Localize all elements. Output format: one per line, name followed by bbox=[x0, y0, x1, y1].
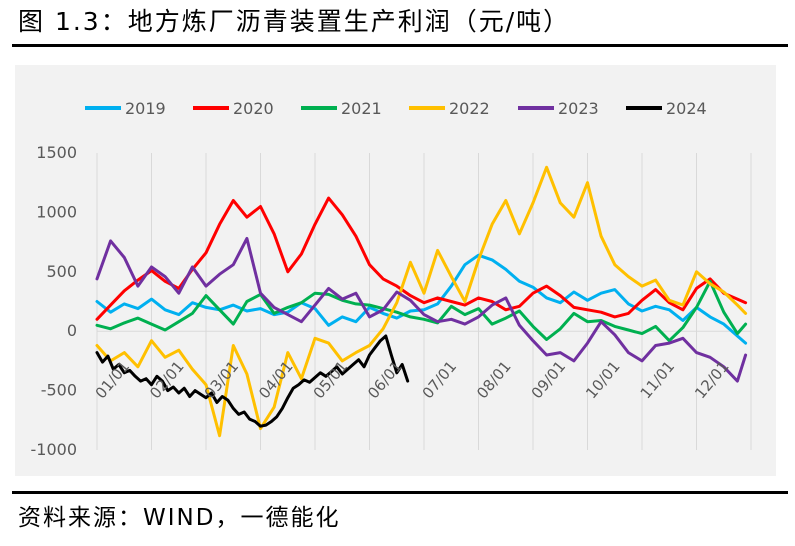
legend-label-2022: 2022 bbox=[449, 99, 490, 118]
y-axis-ticks: -1000 -500 0 500 1000 1500 bbox=[31, 143, 78, 459]
series-line-2020 bbox=[95, 196, 748, 321]
top-rule bbox=[12, 44, 788, 47]
series-line-2023 bbox=[95, 237, 748, 383]
series-lines bbox=[95, 165, 748, 438]
source-note: 资料来源：WIND，一德能化 bbox=[18, 505, 341, 531]
legend-label-2024: 2024 bbox=[666, 99, 707, 118]
x-tick-label: 05/01 bbox=[310, 357, 352, 402]
x-tick-label: 11/01 bbox=[637, 357, 679, 402]
legend-label-2019: 2019 bbox=[125, 99, 166, 118]
x-tick-label: 10/01 bbox=[582, 357, 624, 402]
legend-label-2020: 2020 bbox=[233, 99, 274, 118]
y-tick-label: -500 bbox=[41, 381, 77, 400]
y-tick-label: 0 bbox=[67, 321, 77, 340]
series-line-2019 bbox=[95, 253, 748, 345]
y-tick-label: 500 bbox=[46, 262, 77, 281]
figure-title: 图 1.3：地方炼厂沥青装置生产利润（元/吨） bbox=[18, 7, 571, 36]
bottom-rule bbox=[12, 491, 788, 494]
chart-area: -1000 -500 0 500 1000 1500 01/01 02/01 03/01 04/… bbox=[15, 65, 776, 476]
x-tick-label: 07/01 bbox=[419, 357, 461, 402]
x-tick-label: 09/01 bbox=[528, 357, 570, 402]
legend: 2019 2020 2021 2022 2023 2024 bbox=[85, 99, 707, 118]
legend-label-2021: 2021 bbox=[341, 99, 382, 118]
legend-label-2023: 2023 bbox=[558, 99, 599, 118]
y-tick-label: 1500 bbox=[36, 143, 77, 162]
y-tick-label: 1000 bbox=[36, 202, 77, 221]
series-line-2022 bbox=[95, 165, 748, 438]
x-tick-label: 02/01 bbox=[146, 357, 188, 402]
x-tick-label: 12/01 bbox=[691, 357, 733, 402]
series-line-2024 bbox=[95, 334, 410, 428]
x-tick-label: 08/01 bbox=[473, 357, 515, 402]
series-line-2021 bbox=[95, 279, 748, 343]
gridlines bbox=[96, 153, 752, 450]
x-tick-label: 06/01 bbox=[364, 357, 406, 402]
y-tick-label: -1000 bbox=[31, 440, 78, 459]
